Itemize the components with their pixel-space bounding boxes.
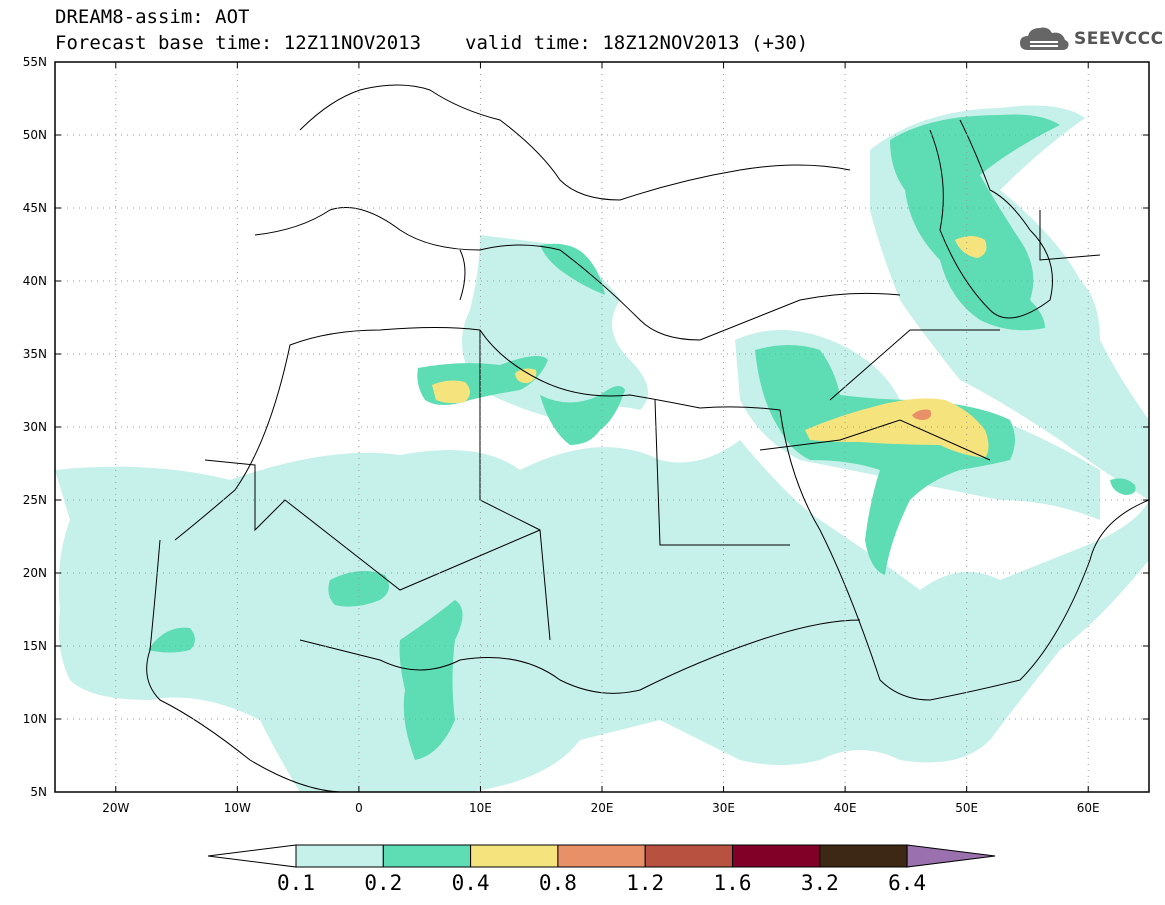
lon-tick-label: 40E [834,801,857,815]
colorbar-label: 6.4 [888,871,926,895]
latitude-axis: 55N 50N 45N 40N 35N 30N 25N 20N 15N 10N 5N [23,55,1149,799]
lat-tick-label: 50N [23,128,47,142]
lat-tick-label: 30N [23,420,47,434]
colorbar-swatch [470,844,559,868]
colorbar-label: 0.8 [539,871,577,895]
lon-tick-label: 0 [355,801,363,815]
lon-tick-label: 10W [224,801,251,815]
aot-field [55,84,1149,792]
colorbar-swatch [382,844,472,868]
valid-time: valid time: 18Z12NOV2013 (+30) [465,32,809,54]
aot-level-0.2 [148,114,1136,760]
lat-tick-label: 10N [23,712,47,726]
graticule [55,62,1149,792]
lat-tick-label: 55N [23,55,47,69]
colorbar-legend: 0.1 0.2 0.4 0.8 1.2 1.6 3.2 6.4 [207,844,996,895]
colorbar-swatch [557,844,646,868]
seevccc-logo: SEEVCCC [1018,24,1164,54]
aot-level-0.4 [432,236,989,458]
map-title: DREAM8-assim: AOT [55,6,250,28]
cloud-icon [1020,27,1069,50]
colorbar-label: 3.2 [801,871,839,895]
lat-tick-label: 25N [23,493,47,507]
colorbar-swatch [819,844,908,868]
colorbar-swatch [644,844,734,868]
colorbar-swatch [295,844,384,868]
lon-tick-label: 20E [591,801,614,815]
colorbar-over-arrow [906,844,996,868]
base-time: Forecast base time: 12Z11NOV2013 [55,32,422,54]
colorbar-label: 0.2 [364,871,402,895]
lon-tick-label: 20W [102,801,129,815]
logo-text: SEEVCCC [1074,29,1164,49]
colorbar-label: 1.2 [626,871,664,895]
colorbar-label: 1.6 [714,871,752,895]
lon-tick-label: 50E [955,801,978,815]
lat-tick-label: 15N [23,639,47,653]
lon-tick-label: 30E [712,801,735,815]
colorbar-label: 0.4 [452,871,490,895]
aot-level-0.8 [912,409,932,420]
lat-tick-label: 40N [23,274,47,288]
lat-tick-label: 35N [23,347,47,361]
forecast-times: Forecast base time: 12Z11NOV2013 valid ti… [55,32,808,54]
colorbar-under-arrow [207,844,297,868]
lon-tick-label: 60E [1077,801,1100,815]
lat-tick-label: 20N [23,566,47,580]
lon-tick-label: 10E [469,801,492,815]
coastlines [146,84,1149,792]
lat-tick-label: 45N [23,201,47,215]
colorbar-label: 0.1 [277,871,315,895]
colorbar-swatch [732,844,821,868]
lat-tick-label: 5N [30,785,47,799]
longitude-axis: 20W 10W 0 10E 20E 30E 40E 50E 60E [102,62,1100,815]
